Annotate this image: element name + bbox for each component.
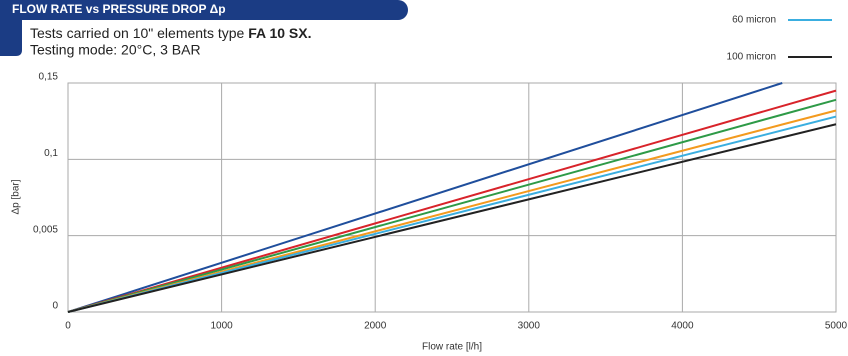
x-tick-label: 1000 [210, 321, 233, 332]
series-line [67, 98, 837, 313]
series-line [67, 123, 837, 313]
y-tick-label: 0,15 [39, 72, 59, 83]
series-line [67, 82, 783, 313]
x-tick-label: 3000 [518, 321, 541, 332]
series-line [67, 115, 837, 313]
subtitle: Tests carried on 10" elements type FA 10… [30, 25, 312, 41]
subtitle: Testing mode: 20°C, 3 BAR [30, 42, 201, 58]
y-tick-label: 0 [52, 301, 58, 312]
legend-label: 60 micron [732, 15, 776, 26]
series-line [67, 89, 837, 313]
legend-label: 100 micron [727, 52, 776, 63]
banner-tab [0, 20, 12, 56]
y-axis-label: Δp [bar] [11, 179, 22, 214]
subtitle-bold: FA 10 SX. [248, 25, 311, 41]
subtitle-text: Tests carried on 10" elements type [30, 25, 248, 41]
series-line [67, 109, 837, 313]
x-axis-label: Flow rate [l/h] [422, 342, 482, 353]
x-tick-label: 2000 [364, 321, 387, 332]
chart-title: FLOW RATE vs PRESSURE DROP Δp [12, 2, 226, 16]
x-tick-label: 5000 [825, 321, 848, 332]
y-tick-label: 0,1 [44, 148, 58, 159]
y-tick-label: 0,005 [33, 224, 58, 235]
plot-area [67, 82, 837, 313]
x-tick-label: 0 [65, 321, 71, 332]
x-tick-label: 4000 [671, 321, 694, 332]
title-banner [0, 0, 408, 56]
